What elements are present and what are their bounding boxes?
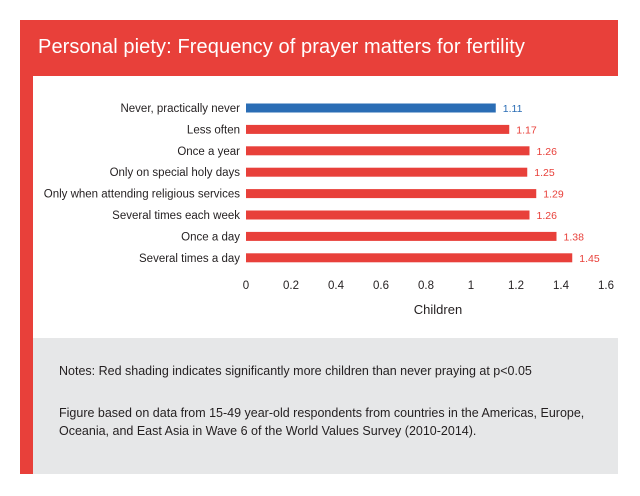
notes-box: Notes: Red shading indicates significant… [33, 338, 618, 474]
bar [246, 103, 496, 113]
category-label: Less often [187, 124, 240, 136]
category-label: Once a day [181, 231, 240, 243]
source-note: Figure based on data from 15-49 year-old… [59, 406, 585, 438]
category-label: Once a year [177, 146, 240, 158]
bar [246, 124, 510, 134]
x-axis-title: Children [414, 302, 462, 317]
category-labels: Never, practically never Less often Once a… [44, 103, 240, 265]
bar [246, 253, 573, 263]
x-tick-label: 0.2 [283, 280, 299, 292]
data-label: 1.11 [503, 103, 523, 115]
bars [246, 103, 573, 263]
category-label: Never, practically never [120, 103, 240, 115]
category-label: Only when attending religious services [44, 189, 240, 201]
data-label: 1.26 [537, 210, 558, 222]
x-tick-label: 0.8 [418, 280, 434, 292]
x-tick-label: 0.6 [373, 280, 389, 292]
data-label: 1.17 [516, 124, 537, 136]
x-tick-label: 1.6 [598, 280, 614, 292]
data-label: 1.26 [537, 146, 558, 158]
data-label: 1.25 [534, 167, 555, 179]
title-bar: Personal piety: Frequency of prayer matt… [20, 20, 618, 76]
bar [246, 146, 530, 156]
bar [246, 231, 557, 241]
data-label: 1.38 [564, 231, 585, 243]
bar-chart: Never, practically never Less often Once a… [44, 103, 614, 317]
data-label: 1.45 [579, 253, 600, 265]
bar [246, 210, 530, 220]
category-label: Only on special holy days [110, 167, 241, 179]
data-label: 1.29 [543, 189, 564, 201]
category-label: Several times each week [112, 210, 240, 222]
chart-title: Personal piety: Frequency of prayer matt… [38, 36, 525, 58]
x-tick-label: 1.2 [508, 280, 524, 292]
category-label: Several times a day [139, 253, 240, 265]
x-tick-label: 0.4 [328, 280, 345, 292]
value-labels: 1.111.171.261.251.291.261.381.45 [503, 103, 600, 265]
bar [246, 167, 528, 177]
bar [246, 189, 537, 199]
x-tick-label: 0 [243, 280, 249, 292]
x-tick-labels: 0 0.2 0.4 0.6 0.8 1 1.2 1.4 1.6 [243, 280, 614, 292]
x-tick-label: 1.4 [553, 280, 570, 292]
x-tick-label: 1 [468, 280, 474, 292]
significance-note: Notes: Red shading indicates significant… [59, 364, 532, 378]
